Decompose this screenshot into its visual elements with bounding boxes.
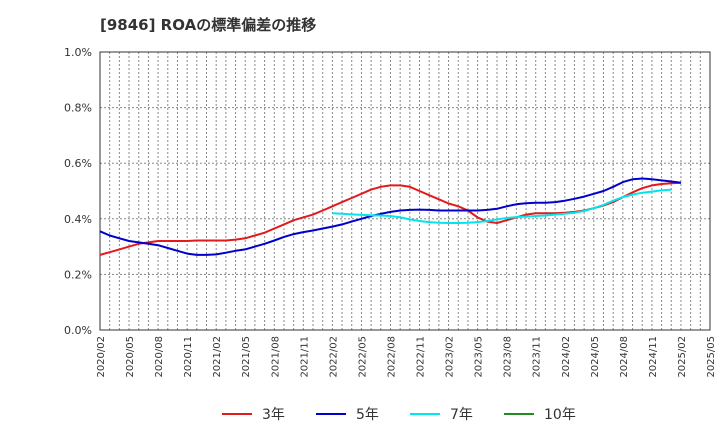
y-tick-label: 0.0% bbox=[64, 324, 92, 337]
series-line-5年 bbox=[99, 177, 682, 256]
x-tick-label: 2024/08 bbox=[619, 336, 630, 378]
x-tick-label: 2021/02 bbox=[212, 336, 223, 378]
y-tick-label: 0.4% bbox=[64, 213, 92, 226]
legend-label: 10年 bbox=[544, 407, 576, 423]
x-tick-label: 2021/08 bbox=[270, 336, 281, 378]
plot-frame bbox=[99, 51, 711, 331]
x-tick-label: 2025/05 bbox=[706, 336, 717, 378]
x-tick-label: 2020/11 bbox=[183, 336, 194, 378]
y-tick-label: 0.8% bbox=[64, 102, 92, 115]
x-tick-label: 2023/02 bbox=[445, 336, 456, 378]
x-tick-label: 2024/11 bbox=[648, 336, 659, 378]
x-tick-label: 2021/05 bbox=[241, 336, 252, 378]
x-tick-label: 2023/05 bbox=[474, 336, 485, 378]
x-tick-label: 2025/02 bbox=[677, 336, 688, 378]
x-tick-label: 2023/11 bbox=[532, 336, 543, 378]
x-tick-label: 2021/11 bbox=[299, 336, 310, 378]
y-tick-label: 0.2% bbox=[64, 268, 92, 281]
x-tick-label: 2022/08 bbox=[386, 336, 397, 378]
x-tick-label: 2024/02 bbox=[561, 336, 572, 378]
y-tick-label: 0.6% bbox=[64, 157, 92, 170]
legend-label: 5年 bbox=[356, 407, 379, 423]
x-tick-label: 2020/05 bbox=[125, 336, 136, 378]
legend-label: 3年 bbox=[262, 407, 285, 423]
x-tick-label: 2022/05 bbox=[357, 336, 368, 378]
x-tick-label: 2022/11 bbox=[416, 336, 427, 378]
y-tick-label: 1.0% bbox=[64, 46, 92, 59]
x-tick-label: 2022/02 bbox=[328, 336, 339, 378]
x-axis: 2020/02 2020/05 2020/08 2020/11 2021/02 2021/… bbox=[96, 336, 717, 378]
legend-label: 7年 bbox=[450, 407, 473, 423]
x-tick-label: 2023/08 bbox=[503, 336, 514, 378]
x-tick-label: 2024/05 bbox=[590, 336, 601, 378]
y-axis: 0.0% 0.2% 0.4% 0.6% 0.8% 1.0% bbox=[64, 46, 92, 337]
series-lines bbox=[99, 177, 682, 256]
series-line-7年 bbox=[332, 188, 672, 224]
legend: 3年 5年 7年 10年 bbox=[222, 407, 576, 423]
x-tick-label: 2020/08 bbox=[154, 336, 165, 378]
x-tick-label: 2020/02 bbox=[96, 336, 107, 378]
grid bbox=[100, 52, 710, 330]
chart-title: [9846] ROAの標準偏差の推移 bbox=[100, 16, 317, 34]
